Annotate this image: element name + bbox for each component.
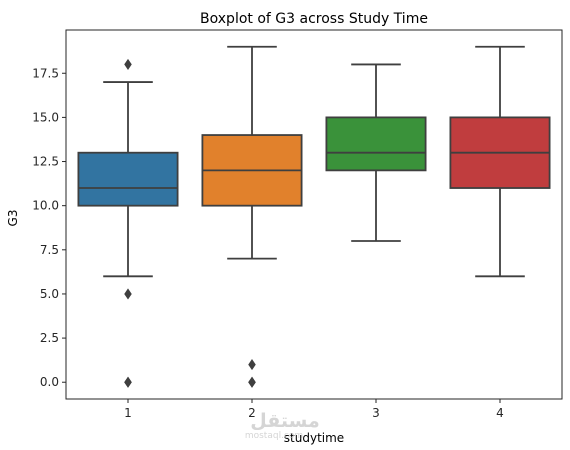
y-tick-label: 17.5 [32,66,59,80]
x-tick-label: 2 [248,406,256,420]
box-series [77,45,551,388]
y-tick-label: 0.0 [40,375,59,389]
x-axis-ticks: 1 2 3 4 [124,399,504,420]
x-axis-label: studytime [284,431,344,445]
chart-title: Boxplot of G3 across Study Time [200,11,428,27]
box-group-2 [201,45,303,388]
y-axis-label: G3 [6,210,20,227]
outlier-point [248,359,256,371]
y-tick-label: 2.5 [40,331,59,345]
box-group-4 [449,45,551,278]
box-iqr [77,151,179,207]
plot-area-frame [65,29,563,400]
y-tick-label: 7.5 [40,243,59,257]
y-tick-label: 12.5 [32,155,59,169]
outlier-point [124,376,132,388]
box-group-1 [77,58,179,388]
x-tick-label: 4 [496,406,504,420]
x-tick-label: 1 [124,406,132,420]
watermark-latin: mostaql.com [245,431,303,441]
y-tick-label: 10.0 [32,199,59,213]
box-group-3 [325,63,427,242]
y-tick-label: 15.0 [32,110,59,124]
y-axis-ticks: 0.0 2.5 5.0 7.5 10.0 12.5 15.0 17.5 [32,66,66,389]
y-tick-label: 5.0 [40,287,59,301]
watermark-logo: مستقل mostaql.com [245,410,320,441]
x-tick-label: 3 [372,406,380,420]
outlier-point [248,376,256,388]
outlier-point [124,288,132,300]
watermark-arabic: مستقل [250,410,320,432]
box-iqr [325,116,427,172]
outlier-point [124,58,132,70]
